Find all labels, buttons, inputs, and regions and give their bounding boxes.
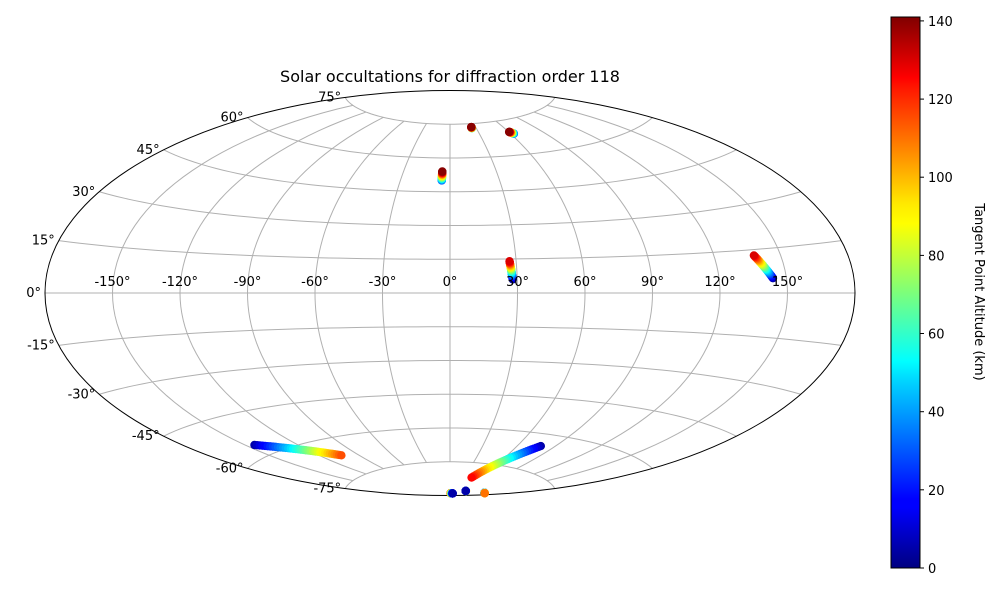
data-point xyxy=(448,489,457,498)
colorbar xyxy=(890,16,921,569)
x-tick-label: -30° xyxy=(369,275,397,290)
parallel xyxy=(58,326,842,346)
y-tick-label: -15° xyxy=(27,338,55,353)
y-tick-label: 30° xyxy=(72,185,95,200)
parallel xyxy=(247,427,653,469)
x-tick-label: -120° xyxy=(162,275,198,290)
data-point xyxy=(337,451,346,460)
colorbar-tick-label: 20 xyxy=(928,484,945,499)
parallel xyxy=(247,117,653,159)
data-point xyxy=(467,122,476,132)
data-point xyxy=(480,488,489,498)
data-point xyxy=(438,167,447,176)
colorbar-tick-label: 40 xyxy=(928,406,945,421)
y-tick-label: 0° xyxy=(26,286,41,301)
y-tick-label: -75° xyxy=(313,482,341,497)
parallel xyxy=(99,359,801,395)
parallel xyxy=(58,240,842,260)
x-tick-label: 0° xyxy=(443,275,458,290)
data-point xyxy=(467,473,476,482)
colorbar-label: Tangent Point Altitude (km) xyxy=(971,202,986,380)
y-tick-label: -30° xyxy=(68,387,96,402)
data-point xyxy=(749,251,759,260)
colorbar-tick-label: 140 xyxy=(928,15,953,30)
data-points xyxy=(250,122,778,498)
colorbar-tick-label: 120 xyxy=(928,93,953,108)
colorbar-tick-label: 100 xyxy=(928,171,953,186)
x-tick-label: 60° xyxy=(573,275,596,290)
y-tick-label: 45° xyxy=(137,143,160,158)
parallel xyxy=(163,149,737,193)
y-tick-label: 60° xyxy=(220,111,243,126)
y-tick-label: 15° xyxy=(32,234,55,249)
y-tick-label: 75° xyxy=(318,90,341,105)
x-tick-label: -150° xyxy=(94,275,130,290)
x-tick-label: -90° xyxy=(234,275,262,290)
x-tick-label: -60° xyxy=(301,275,329,290)
tick-labels: -150° -120° -90° -60° -30° 0° 30° 60° 90° 120° 150… xyxy=(26,90,803,496)
colorbar-tick-label: 80 xyxy=(928,249,945,264)
parallel xyxy=(344,97,556,125)
x-tick-label: 90° xyxy=(641,275,664,290)
colorbar-tick-label: 60 xyxy=(928,328,945,343)
data-point xyxy=(504,127,514,137)
colorbar-ticks: 0 20 40 60 80 100 120 140 xyxy=(920,15,953,577)
y-tick-label: -60° xyxy=(216,461,244,476)
x-tick-label: 120° xyxy=(704,275,735,290)
parallel xyxy=(163,393,737,437)
chart-title: Solar occultations for diffraction order… xyxy=(280,67,620,86)
x-tick-label: 30° xyxy=(506,275,529,290)
y-tick-label: -45° xyxy=(132,429,160,444)
data-point xyxy=(505,257,514,266)
colorbar-tick-label: 0 xyxy=(928,562,936,577)
parallel xyxy=(344,461,556,489)
x-tick-label: 150° xyxy=(772,275,803,290)
data-point xyxy=(461,486,470,496)
parallel xyxy=(99,191,801,227)
graticule xyxy=(45,97,855,489)
